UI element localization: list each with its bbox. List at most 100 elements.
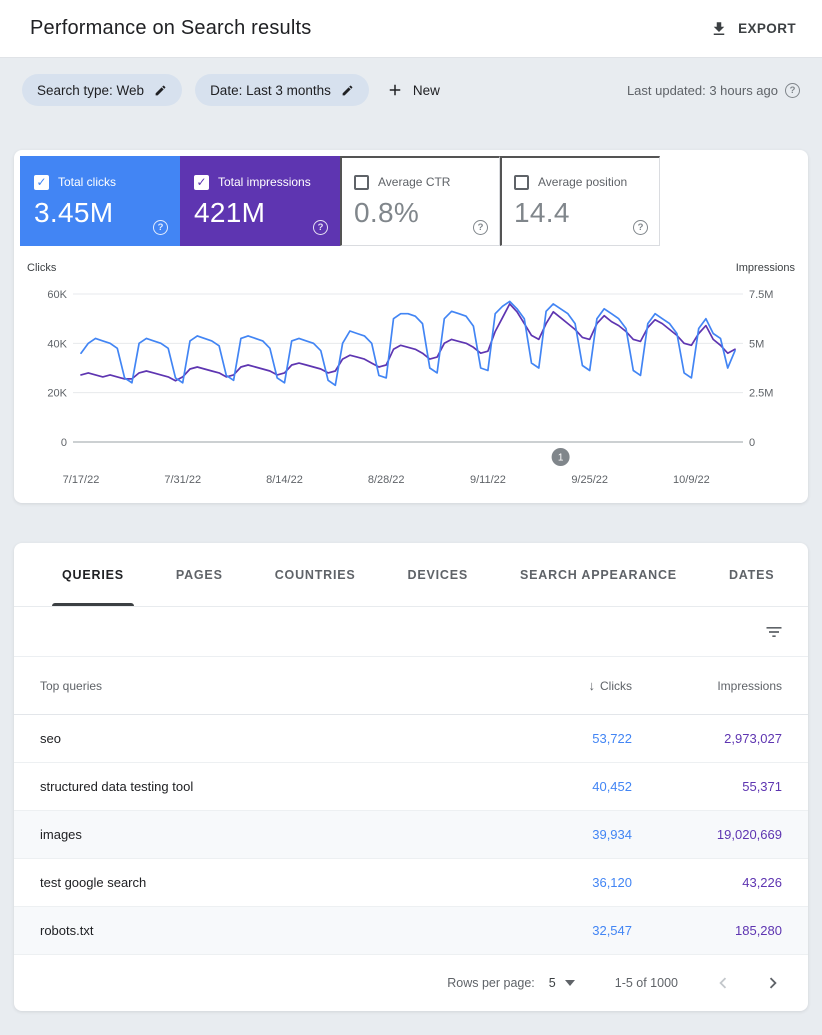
performance-line-chart[interactable]: 0 0 20K 2.5M 40K 5M 60K 7.5M 7/17/22 7/31/22 8/14/… xyxy=(23,276,799,491)
table-filter-button[interactable] xyxy=(764,622,784,642)
help-icon[interactable]: ? xyxy=(473,220,488,235)
svg-text:9/11/22: 9/11/22 xyxy=(470,474,506,486)
impressions-column-header[interactable]: Impressions xyxy=(717,678,782,693)
average-position-checkbox[interactable]: ✓ xyxy=(514,174,529,190)
last-updated-text: Last updated: 3 hours ago xyxy=(626,82,778,98)
export-button[interactable]: EXPORT xyxy=(710,20,796,38)
total-clicks-checkbox[interactable]: ✓ xyxy=(34,174,49,190)
svg-text:20K: 20K xyxy=(47,388,67,400)
table-pagination: Rows per page: 5 1-5 of 1000 xyxy=(14,955,808,1011)
query-cell: structured data testing tool xyxy=(40,779,194,794)
table-row[interactable]: structured data testing tool 40,452 55,3… xyxy=(14,763,808,811)
svg-text:8/28/22: 8/28/22 xyxy=(368,474,405,486)
svg-text:7.5M: 7.5M xyxy=(749,289,773,301)
metric-tile-average-ctr[interactable]: ✓ Average CTR 0.8% ? xyxy=(340,156,500,246)
tab-countries[interactable]: COUNTRIES xyxy=(249,543,382,606)
metric-tile-average-position[interactable]: ✓ Average position 14.4 ? xyxy=(500,156,660,246)
tab-devices[interactable]: DEVICES xyxy=(382,543,494,606)
plus-icon xyxy=(389,84,401,96)
metric-value: 0.8% xyxy=(354,196,420,228)
left-axis-title: Clicks xyxy=(27,262,57,274)
average-ctr-checkbox[interactable]: ✓ xyxy=(354,174,369,190)
svg-text:5M: 5M xyxy=(749,338,764,350)
impressions-cell: 55,371 xyxy=(742,779,782,794)
metric-value: 14.4 xyxy=(514,196,570,228)
tab-queries[interactable]: QUERIES xyxy=(36,543,150,606)
chart-area: Clicks Impressions 0 0 20K 2.5M 40K 5M 60K 7.5M… xyxy=(14,246,808,503)
sort-descending-icon: ↓ xyxy=(588,678,596,693)
table-row[interactable]: test google search 36,120 43,226 xyxy=(14,859,808,907)
dropdown-caret-icon xyxy=(564,980,575,986)
query-cell: seo xyxy=(40,731,61,746)
rows-per-page-label: Rows per page: xyxy=(447,976,535,990)
help-icon[interactable]: ? xyxy=(785,82,800,98)
svg-text:40K: 40K xyxy=(47,338,67,350)
impressions-cell: 2,973,027 xyxy=(724,731,782,746)
metric-label: Total impressions xyxy=(218,175,311,189)
table-body: seo 53,722 2,973,027 structured data tes… xyxy=(14,715,808,955)
table-row[interactable]: robots.txt 32,547 185,280 xyxy=(14,907,808,955)
table-header-row: Top queries ↓ Clicks Impressions xyxy=(14,657,808,715)
impressions-cell: 19,020,669 xyxy=(716,827,782,842)
tab-dates[interactable]: DATES xyxy=(703,543,800,606)
svg-text:9/25/22: 9/25/22 xyxy=(571,474,608,486)
new-filter-label: New xyxy=(412,82,440,98)
svg-text:0: 0 xyxy=(749,437,755,449)
clicks-cell: 36,120 xyxy=(592,875,632,890)
query-cell: robots.txt xyxy=(40,923,94,938)
query-cell: test google search xyxy=(40,875,147,890)
metric-label: Average position xyxy=(538,175,628,189)
impressions-cell: 43,226 xyxy=(742,875,782,890)
metric-label: Average CTR xyxy=(378,175,451,189)
svg-text:1: 1 xyxy=(558,453,564,464)
checkmark-icon: ✓ xyxy=(196,175,207,189)
pager xyxy=(712,972,784,994)
table-row[interactable]: images 39,934 19,020,669 xyxy=(14,811,808,859)
axis-titles: Clicks Impressions xyxy=(23,262,799,274)
page-header: Performance on Search results EXPORT xyxy=(0,0,822,58)
search-type-chip-label: Search type: Web xyxy=(37,82,145,98)
new-filter-button[interactable]: New xyxy=(386,81,440,99)
previous-page-button[interactable] xyxy=(712,972,734,994)
metric-value: 421M xyxy=(194,196,266,228)
chevron-left-icon xyxy=(719,977,727,989)
clicks-column-header[interactable]: ↓ Clicks xyxy=(588,678,633,693)
table-row[interactable]: seo 53,722 2,973,027 xyxy=(14,715,808,763)
help-icon[interactable]: ? xyxy=(313,220,328,235)
svg-text:60K: 60K xyxy=(47,289,67,301)
search-type-chip[interactable]: Search type: Web xyxy=(22,74,183,106)
right-axis-title: Impressions xyxy=(735,262,795,274)
export-label: EXPORT xyxy=(738,21,796,36)
svg-text:7/31/22: 7/31/22 xyxy=(164,474,201,486)
total-impressions-checkbox[interactable]: ✓ xyxy=(194,174,209,190)
edit-pencil-icon xyxy=(155,85,166,95)
svg-text:2.5M: 2.5M xyxy=(749,388,773,400)
clicks-cell: 40,452 xyxy=(592,779,632,794)
dimension-tabs: QUERIES PAGES COUNTRIES DEVICES SEARCH A… xyxy=(14,543,808,607)
checkmark-icon: ✓ xyxy=(36,175,47,189)
download-icon xyxy=(713,21,725,35)
metric-value: 3.45M xyxy=(34,196,114,228)
edit-pencil-icon xyxy=(342,85,353,95)
rows-per-page-value: 5 xyxy=(548,976,556,990)
metric-tile-total-impressions[interactable]: ✓ Total impressions 421M ? xyxy=(180,156,340,246)
date-filter-chip[interactable]: Date: Last 3 months xyxy=(195,74,369,106)
filter-list-icon xyxy=(766,626,782,637)
clicks-cell: 32,547 xyxy=(592,923,632,938)
dimensions-table-card: QUERIES PAGES COUNTRIES DEVICES SEARCH A… xyxy=(14,543,808,1011)
svg-text:7/17/22: 7/17/22 xyxy=(63,474,100,486)
tab-pages[interactable]: PAGES xyxy=(150,543,249,606)
table-filter-row xyxy=(14,607,808,657)
rows-per-page-select[interactable]: 5 xyxy=(549,976,575,990)
page-title: Performance on Search results xyxy=(30,17,312,39)
help-icon[interactable]: ? xyxy=(633,220,648,235)
svg-text:10/9/22: 10/9/22 xyxy=(673,474,710,486)
metric-tile-total-clicks[interactable]: ✓ Total clicks 3.45M ? xyxy=(20,156,180,246)
impressions-cell: 185,280 xyxy=(735,923,782,938)
tab-search-appearance[interactable]: SEARCH APPEARANCE xyxy=(494,543,703,606)
help-icon[interactable]: ? xyxy=(153,220,168,235)
metric-label: Total clicks xyxy=(58,175,117,189)
next-page-button[interactable] xyxy=(762,972,784,994)
filter-bar: Search type: Web Date: Last 3 months New… xyxy=(0,58,822,122)
